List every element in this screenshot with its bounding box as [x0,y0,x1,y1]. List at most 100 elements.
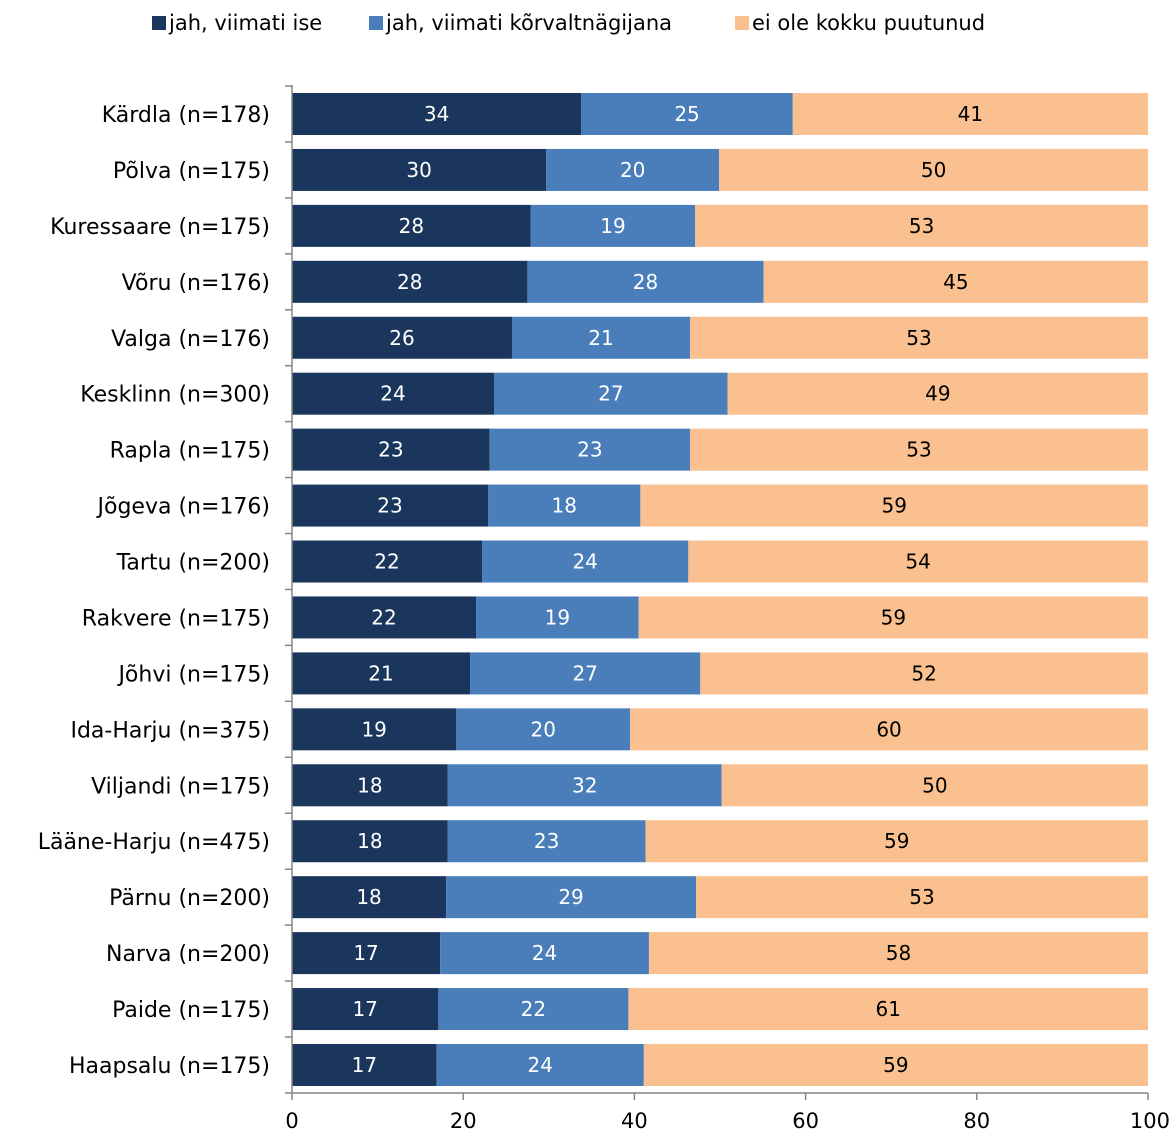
bar-segment-1 [292,316,512,359]
bar-segment-2 [470,652,701,695]
bar-segment-3 [628,988,1148,1031]
bar-segment-1 [292,876,447,919]
bar-segment-2 [546,148,720,191]
bar-segment-1 [292,932,441,975]
bar-segment-1 [292,540,483,583]
x-tick-label: 20 [450,1109,477,1132]
data-label: 24 [380,382,405,406]
data-label: 61 [875,997,900,1021]
data-label: 20 [620,158,645,182]
data-label: 21 [588,326,613,350]
y-axis: Kärdla (n=178) Põlva (n=175) Kuressaare (n… [38,85,293,1094]
bar-segment-3 [643,1043,1148,1086]
bar-segment-3 [688,540,1148,583]
bar-segment-3 [727,372,1148,415]
legend: jah, viimati ise jah, viimati kõrvaltnägi… [152,11,985,35]
data-label: 25 [674,102,699,126]
data-label: 18 [357,773,382,797]
data-label: 18 [357,829,382,853]
category-label: Viljandi (n=175) [91,774,270,799]
category-label: Ida-Harju (n=375) [70,718,270,743]
category-label: Tartu (n=200) [116,551,270,576]
data-label: 23 [577,438,602,462]
bar-segment-3 [690,316,1148,359]
data-label: 59 [881,605,906,629]
data-label: 53 [909,214,934,238]
data-label: 52 [911,661,936,685]
legend-swatch-3 [735,16,749,30]
bar-segment-1 [292,596,477,639]
bar-segment-2 [488,484,641,527]
data-label: 24 [528,1053,553,1077]
bar-segment-2 [494,372,728,415]
legend-swatch-1 [152,16,166,30]
data-label: 17 [352,1053,377,1077]
bar-segment-3 [700,652,1148,695]
bar-segment-1 [292,484,489,527]
bar-segment-1 [292,260,528,303]
data-label: 50 [921,158,946,182]
bar-segment-2 [438,988,629,1031]
category-label: Kesklinn (n=300) [80,383,270,408]
data-label: 41 [958,102,983,126]
data-label: 59 [881,494,906,518]
bar-segment-2 [447,764,722,807]
data-label: 24 [572,550,597,574]
data-label: 21 [368,661,393,685]
data-label: 27 [598,382,623,406]
bar-segment-1 [292,372,495,415]
bar-segment-1 [292,764,448,807]
category-label: Põlva (n=175) [113,159,270,184]
bar-segment-3 [630,708,1148,751]
bar-segment-1 [292,1043,437,1086]
legend-label-1: jah, viimati ise [168,11,322,35]
category-label: Rapla (n=175) [110,439,270,464]
x-axis: 0 20 40 60 80 100 [285,1092,1170,1132]
bar-segment-1 [292,93,582,135]
x-tick-label: 40 [621,1109,648,1132]
data-label: 27 [572,661,597,685]
category-label: Jõhvi (n=175) [116,662,270,687]
bar-segment-1 [292,652,471,695]
data-label: 29 [558,885,583,909]
data-label: 53 [906,326,931,350]
bar-segment-3 [690,428,1148,471]
category-label: Valga (n=176) [111,327,270,352]
x-tick-label: 60 [792,1109,819,1132]
category-label: Haapsalu (n=175) [69,1054,270,1079]
data-label: 59 [883,1053,908,1077]
bar-segment-2 [581,93,793,135]
data-label: 22 [371,605,396,629]
data-label: 34 [424,102,449,126]
bar-segment-2 [446,876,697,919]
bar-segment-3 [638,596,1148,639]
bar-segment-2 [511,316,691,359]
bar-segment-1 [292,820,448,863]
bar-segment-3 [721,764,1148,807]
bar-segment-1 [292,708,457,751]
category-label: Pärnu (n=200) [109,886,270,911]
data-label: 53 [909,885,934,909]
data-label: 17 [353,941,378,965]
category-label: Paide (n=175) [112,998,270,1023]
data-label: 32 [572,773,597,797]
data-label: 23 [377,494,402,518]
category-label: Jõgeva (n=176) [96,495,270,520]
data-label: 50 [922,773,947,797]
legend-label-3: ei ole kokku puutunud [752,11,985,35]
data-label: 54 [905,550,930,574]
bar-segment-2 [447,820,646,863]
data-label: 53 [906,438,931,462]
bar-segment-1 [292,148,547,191]
category-label: Võru (n=176) [122,271,270,296]
bar-segment-2 [482,540,689,583]
legend-swatch-2 [369,16,383,30]
bar-segment-1 [292,204,531,247]
bar-segment-2 [476,596,639,639]
category-label: Lääne-Harju (n=475) [38,830,270,855]
x-tick-label: 0 [285,1109,298,1132]
bar-segment-3 [695,204,1148,247]
category-label: Kuressaare (n=175) [50,215,270,240]
data-label: 59 [884,829,909,853]
data-label: 28 [397,270,422,294]
